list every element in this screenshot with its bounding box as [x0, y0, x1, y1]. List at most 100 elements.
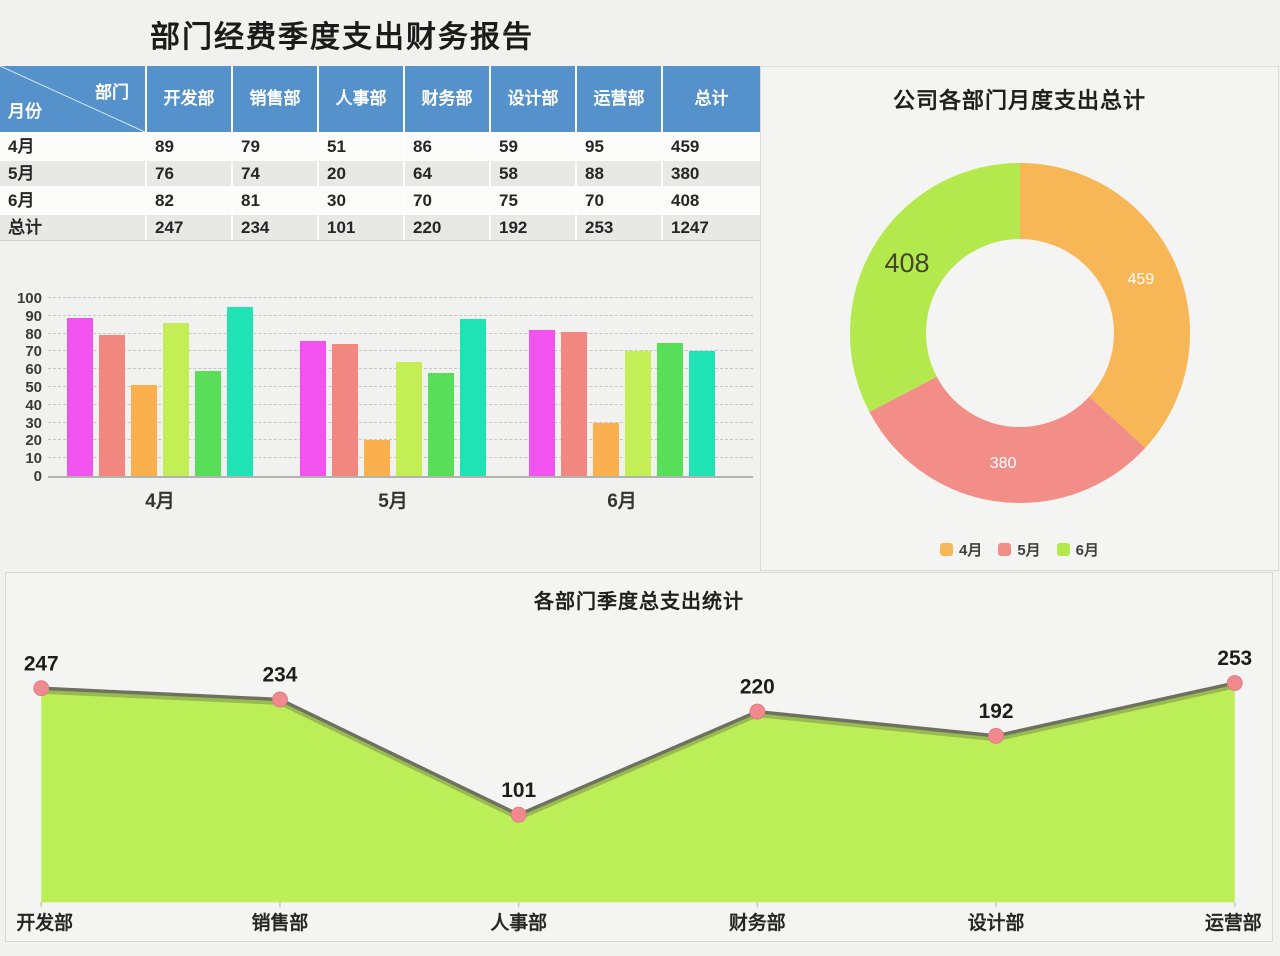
bar-设计部-4月 — [195, 370, 221, 476]
column-header: 销售部 — [233, 66, 317, 132]
y-axis-tick-label: 80 — [25, 325, 42, 343]
donut-slice-value-label: 408 — [884, 248, 929, 278]
area-chart-title: 各部门季度总支出统计 — [534, 591, 744, 613]
corner-label-month: 月份 — [8, 102, 42, 121]
data-point-marker-开发部 — [33, 680, 50, 697]
table-cell-value: 247 — [147, 215, 231, 240]
bar-开发部-6月 — [529, 330, 555, 476]
x-axis-category-label: 销售部 — [252, 911, 309, 934]
y-axis-tick-label: 70 — [25, 343, 42, 361]
table-cell-value: 20 — [319, 161, 403, 186]
corner-diagonal-line — [0, 66, 145, 132]
donut-slice-5月 — [849, 163, 1190, 503]
column-header: 设计部 — [491, 66, 575, 132]
quarterly-area-chart: 247 开发部 234 销售部 101 人事部 220 财务部 192 设计部 253 运营部 — [16, 647, 1262, 934]
column-header: 运营部 — [577, 66, 661, 132]
y-axis-tick-label: 10 — [25, 450, 42, 468]
bar-销售部-6月 — [561, 331, 587, 476]
bar-plot-area: 0 10 20 30 40 50 60 70 80 90 100 4月 5月 6月 — [17, 290, 753, 512]
table-cell-value: 64 — [405, 161, 489, 186]
legend-swatch-icon — [1056, 543, 1070, 556]
table-cell-value: 70 — [405, 188, 489, 213]
bar-财务部-5月 — [396, 362, 422, 476]
donut-legend: 4月 5月 6月 — [761, 539, 1278, 560]
donut-chart-title: 公司各部门月度支出总计 — [892, 88, 1146, 113]
y-axis-tick-label: 60 — [25, 361, 42, 379]
row-label: 6月 — [0, 188, 145, 213]
table-cell-value: 74 — [233, 161, 317, 186]
legend-label: 6月 — [1075, 542, 1100, 559]
x-axis-category-label: 4月 — [145, 491, 175, 512]
y-axis-tick-label: 50 — [25, 379, 42, 396]
data-point-value-label: 253 — [1217, 647, 1252, 670]
bar-运营部-5月 — [460, 319, 486, 476]
legend-swatch-icon — [998, 543, 1012, 556]
bar-group — [67, 306, 253, 476]
table-cell-value: 1247 — [663, 215, 760, 240]
bar-设计部-6月 — [657, 342, 683, 476]
table-cell-value: 82 — [147, 188, 231, 213]
row-label: 4月 — [0, 134, 145, 159]
donut-chart-panel: 公司各部门月度支出总计 459 380 408 4月 5月 6月 — [760, 66, 1279, 571]
x-axis-category-label: 开发部 — [16, 911, 73, 934]
bar-人事部-6月 — [593, 422, 619, 476]
y-axis-tick-label: 0 — [33, 468, 42, 485]
table-cell-value: 76 — [147, 161, 231, 186]
table-cell-value: 95 — [577, 134, 661, 159]
area-fill — [41, 683, 1235, 903]
y-axis-tick-label: 30 — [25, 414, 42, 432]
table-cell-value: 192 — [491, 215, 575, 240]
legend-item-4月: 4月 — [939, 539, 982, 560]
x-axis-category-label: 财务部 — [729, 911, 786, 934]
x-axis-category-label: 人事部 — [490, 911, 547, 934]
bar-财务部-4月 — [163, 322, 189, 476]
table-cell-value: 101 — [319, 215, 403, 240]
donut-svg: 459 380 408 — [849, 163, 1190, 503]
gridline — [48, 297, 753, 298]
table-cell-value: 51 — [319, 134, 403, 159]
x-axis-category-label: 6月 — [607, 491, 637, 512]
data-point-value-label: 247 — [24, 652, 59, 675]
data-point-value-label: 101 — [501, 779, 536, 802]
bar-运营部-4月 — [227, 306, 253, 476]
data-point-marker-销售部 — [271, 691, 288, 708]
data-point-marker-运营部 — [1226, 675, 1243, 691]
donut-slice-value-label: 459 — [1127, 271, 1154, 288]
legend-label: 5月 — [1017, 542, 1041, 559]
table-cell-value: 81 — [233, 188, 317, 213]
row-label: 5月 — [0, 161, 145, 186]
data-point-value-label: 220 — [740, 676, 775, 699]
page-title: 部门经费季度支出财务报告 — [150, 21, 534, 54]
donut-slice-value-label: 380 — [989, 455, 1016, 472]
area-line — [39, 681, 1237, 817]
data-point-value-label: 234 — [263, 664, 298, 687]
gridline — [48, 332, 753, 334]
table-cell-value: 58 — [491, 161, 575, 186]
data-point-value-label: 192 — [979, 700, 1014, 723]
x-axis-category-label: 设计部 — [968, 911, 1025, 934]
area-chart-panel: 各部门季度总支出统计 247 开发部 234 销售部 101 人事部 220 财务部 192 设计… — [5, 572, 1273, 942]
data-point-marker-人事部 — [510, 806, 527, 823]
gridline — [48, 314, 753, 316]
table-cell-value: 30 — [319, 188, 403, 213]
table-cell-value: 380 — [663, 161, 760, 186]
table-cell-value: 59 — [491, 134, 575, 159]
bar-人事部-4月 — [131, 385, 157, 476]
table-cell-value: 86 — [405, 134, 489, 159]
expense-table: 部门 月份 开发部 销售部 人事部 财务部 设计部 运营部 总计 4月 89 79 51 86 59 95 45… — [0, 66, 760, 241]
legend-item-6月: 6月 — [1056, 539, 1100, 560]
table-cell-value: 234 — [233, 215, 317, 240]
y-axis-tick-label: 20 — [25, 432, 42, 450]
table-cell-value: 89 — [147, 134, 231, 159]
x-axis-category-label: 运营部 — [1205, 911, 1262, 934]
bar-group — [529, 330, 715, 476]
corner-label-department: 部门 — [95, 83, 129, 102]
row-label: 总计 — [0, 215, 145, 240]
bar-group — [300, 319, 486, 476]
data-point-marker-设计部 — [988, 727, 1005, 744]
y-axis-tick-label: 100 — [16, 290, 42, 307]
y-axis-tick-label: 40 — [25, 396, 42, 414]
bar-销售部-5月 — [332, 344, 358, 476]
table-corner-cell: 部门月份 — [0, 66, 145, 132]
